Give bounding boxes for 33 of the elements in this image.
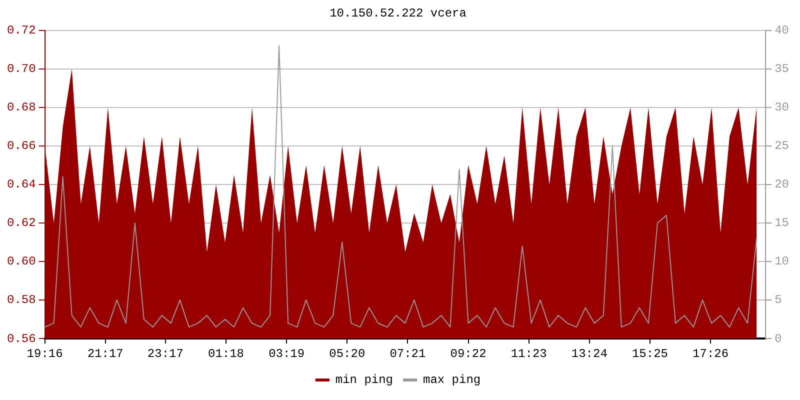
x-tick-label: 19:16 xyxy=(26,346,63,361)
y2-tick-label: 10 xyxy=(774,254,790,269)
x-tick-label: 23:17 xyxy=(147,346,184,361)
y2-tick-label: 0 xyxy=(774,332,782,346)
y-tick-label: 0.70 xyxy=(6,62,36,76)
y-tick-label: 0.62 xyxy=(6,216,36,230)
y-tick-label: 0.72 xyxy=(6,24,36,38)
legend-label: max ping xyxy=(423,373,481,388)
x-tick-label: 09:22 xyxy=(450,346,486,361)
y-tick-label: 0.64 xyxy=(6,178,36,192)
y2-tick-label: 40 xyxy=(774,24,790,38)
x-tick-label: 01:18 xyxy=(208,346,244,361)
x-tick-label: 05:20 xyxy=(329,346,366,361)
y2-tick-label: 30 xyxy=(774,100,790,115)
y-tick-label: 0.58 xyxy=(6,293,36,308)
legend-label: min ping xyxy=(335,373,393,388)
x-tick-label: 17:26 xyxy=(692,346,729,361)
chart-title: 10.150.52.222 vcera xyxy=(330,6,466,20)
x-tick-label: 07:21 xyxy=(390,346,426,361)
y-tick-label: 0.68 xyxy=(6,100,36,115)
x-tick-label: 15:25 xyxy=(632,346,668,361)
x-tick-label: 11:23 xyxy=(510,346,547,361)
x-tick-label: 21:17 xyxy=(87,346,124,361)
y2-tick-label: 35 xyxy=(774,62,790,76)
x-tick-label: 13:24 xyxy=(571,346,608,361)
y2-tick-label: 5 xyxy=(774,293,782,308)
y-tick-label: 0.56 xyxy=(6,332,36,346)
x-tick-label: 03:19 xyxy=(268,346,305,361)
y2-tick-label: 15 xyxy=(774,216,790,230)
y2-tick-label: 25 xyxy=(774,139,790,154)
y-tick-label: 0.60 xyxy=(6,254,36,269)
y2-tick-label: 20 xyxy=(774,178,790,192)
y-tick-label: 0.66 xyxy=(6,139,36,154)
